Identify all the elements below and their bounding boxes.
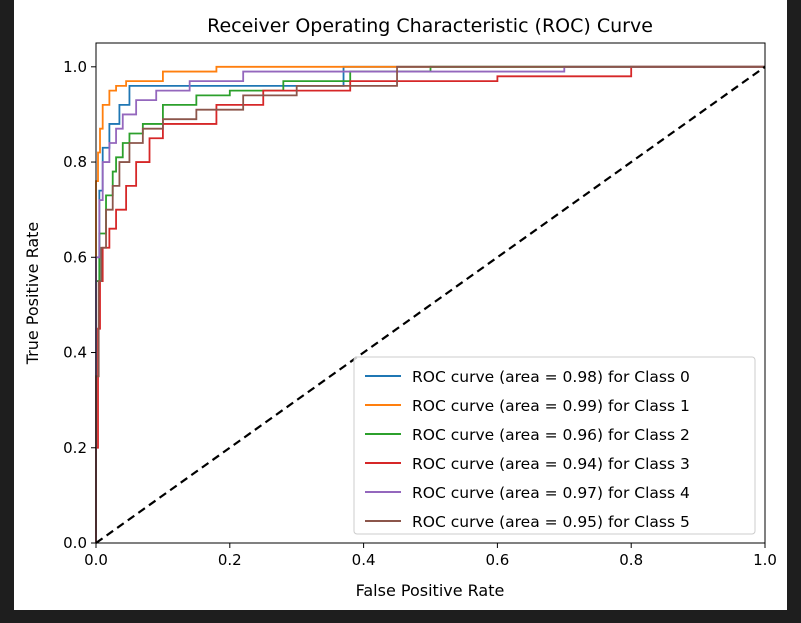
legend-label-class-3: ROC curve (area = 0.94) for Class 3 <box>412 455 690 473</box>
series-line-class-4 <box>95 65 765 543</box>
x-tick-label: 0.0 <box>84 551 108 569</box>
series-line-class-5 <box>95 65 765 543</box>
y-tick-label: 0.2 <box>63 439 87 457</box>
y-tick-label: 0.8 <box>63 153 87 171</box>
y-tick-label: 0.6 <box>63 248 87 266</box>
chart-title: Receiver Operating Characteristic (ROC) … <box>207 15 653 37</box>
legend-label-class-2: ROC curve (area = 0.96) for Class 2 <box>412 426 690 444</box>
legend-label-class-1: ROC curve (area = 0.99) for Class 1 <box>412 397 690 415</box>
reference-diagonal-line <box>95 65 766 544</box>
legend-box <box>353 356 756 535</box>
y-tick-label: 0.0 <box>63 534 87 552</box>
legend-label-class-0: ROC curve (area = 0.98) for Class 0 <box>412 368 690 386</box>
x-tick-label: 0.8 <box>619 551 643 569</box>
legend-label-class-5: ROC curve (area = 0.95) for Class 5 <box>412 513 690 531</box>
x-tick-label: 0.2 <box>218 551 242 569</box>
series-line-class-1 <box>95 65 765 543</box>
x-tick-label: 0.4 <box>352 551 376 569</box>
y-tick-label: 0.4 <box>63 344 87 362</box>
axes-layer: 0.0 0.2 0.4 0.6 0.8 1.0 0.0 0.2 0.4 0.6 0.8 1.0 <box>63 58 777 569</box>
chart-figure: Receiver Operating Characteristic (ROC) … <box>14 0 787 610</box>
legend: ROC curve (area = 0.98) for Class 0 ROC c… <box>353 356 756 535</box>
x-tick-label: 1.0 <box>753 551 777 569</box>
plot-frame <box>95 42 766 544</box>
roc-chart: Receiver Operating Characteristic (ROC) … <box>23 15 777 600</box>
curves-layer <box>95 65 766 544</box>
y-tick-label: 1.0 <box>63 58 87 76</box>
x-tick-label: 0.6 <box>485 551 509 569</box>
legend-label-class-4: ROC curve (area = 0.97) for Class 4 <box>412 484 690 502</box>
y-axis-label: True Positive Rate <box>23 222 42 366</box>
x-axis-label: False Positive Rate <box>356 581 505 600</box>
